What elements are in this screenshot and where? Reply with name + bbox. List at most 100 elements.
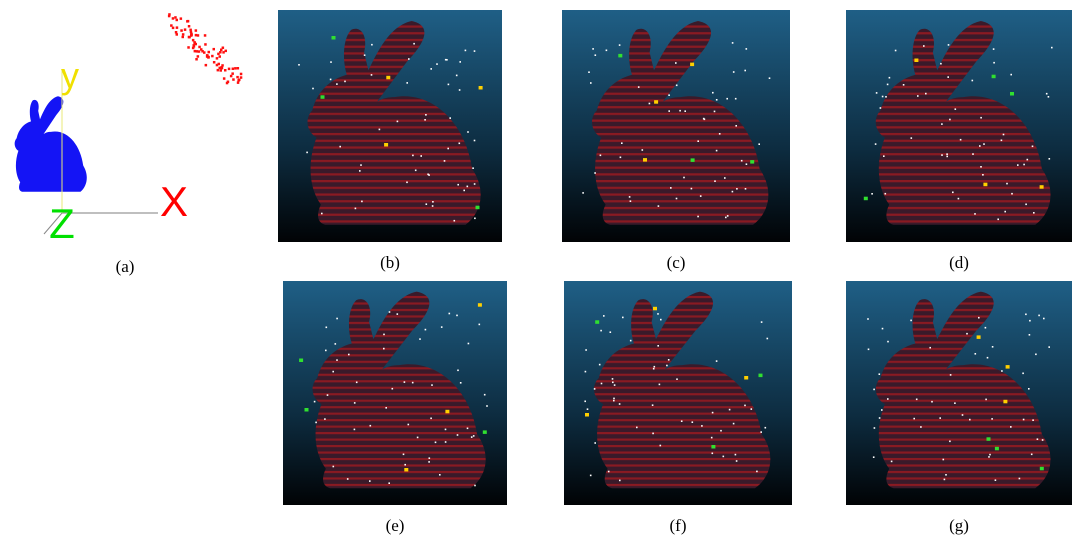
point xyxy=(729,409,731,411)
caption: (a) xyxy=(116,257,135,276)
point xyxy=(736,460,738,462)
keypoint xyxy=(478,303,482,307)
point xyxy=(652,404,654,406)
point xyxy=(584,401,586,403)
point xyxy=(1001,370,1003,372)
point xyxy=(486,405,488,407)
point xyxy=(449,117,451,119)
point xyxy=(654,366,656,368)
point xyxy=(735,454,737,456)
point xyxy=(439,474,441,476)
point xyxy=(871,193,873,195)
point xyxy=(622,317,624,319)
point xyxy=(430,418,432,420)
point xyxy=(726,98,728,100)
cloud-point xyxy=(182,33,185,36)
point xyxy=(993,48,995,50)
point xyxy=(603,315,605,317)
point xyxy=(960,139,962,141)
point xyxy=(1003,134,1005,136)
point xyxy=(874,427,876,429)
keypoint xyxy=(759,374,763,378)
point xyxy=(873,456,875,458)
point xyxy=(312,88,314,90)
point xyxy=(327,394,329,396)
point xyxy=(298,64,300,66)
point xyxy=(354,402,356,404)
panel-a: y X Z (a) xyxy=(15,13,243,276)
point xyxy=(336,359,338,361)
point xyxy=(590,475,592,477)
point xyxy=(948,44,950,46)
point xyxy=(910,320,912,322)
cloud-point xyxy=(204,34,207,37)
cloud-point xyxy=(240,76,243,79)
point xyxy=(315,422,317,424)
point xyxy=(330,61,332,63)
point xyxy=(1029,320,1031,322)
point xyxy=(991,418,993,420)
point xyxy=(389,311,391,313)
point xyxy=(735,98,737,100)
point xyxy=(425,114,427,116)
point xyxy=(630,200,632,202)
point xyxy=(966,333,968,335)
keypoint xyxy=(404,468,408,472)
point xyxy=(1010,426,1012,428)
point xyxy=(947,76,949,78)
point xyxy=(992,346,994,348)
cloud-point xyxy=(216,57,219,60)
point xyxy=(658,205,660,207)
point xyxy=(668,94,670,96)
point xyxy=(430,68,432,70)
point xyxy=(945,474,947,476)
point xyxy=(761,321,763,323)
point xyxy=(913,418,915,420)
cloud-point xyxy=(180,17,183,20)
point xyxy=(412,382,414,384)
cloud-point xyxy=(190,31,193,33)
point xyxy=(370,425,372,427)
point xyxy=(920,426,922,428)
point xyxy=(666,365,668,367)
point xyxy=(697,140,699,142)
point xyxy=(456,315,458,317)
cloud-point xyxy=(219,55,222,58)
point xyxy=(676,85,678,87)
point xyxy=(982,174,984,176)
axis-label-z: Z xyxy=(49,200,75,247)
point xyxy=(460,382,462,384)
axis-label-x: X xyxy=(160,178,188,225)
point xyxy=(1023,164,1025,166)
point xyxy=(463,190,465,192)
point xyxy=(657,345,659,347)
point xyxy=(613,398,615,400)
point xyxy=(364,54,366,56)
keypoint xyxy=(332,36,336,40)
keypoint xyxy=(1006,365,1010,369)
point xyxy=(406,82,408,84)
point xyxy=(1042,439,1044,441)
cloud-point xyxy=(198,50,201,53)
point xyxy=(885,96,887,98)
point xyxy=(744,405,746,407)
point xyxy=(383,334,385,336)
point xyxy=(419,338,421,340)
point xyxy=(587,408,589,410)
point xyxy=(692,421,694,423)
point xyxy=(468,343,470,345)
point xyxy=(980,117,982,119)
point xyxy=(585,349,587,351)
point xyxy=(733,423,735,425)
point xyxy=(719,133,721,135)
cloud-point xyxy=(224,69,227,72)
cloud-point xyxy=(222,51,225,54)
point xyxy=(943,459,945,461)
keypoint xyxy=(750,160,754,164)
panel: (b) xyxy=(278,10,502,272)
keypoint xyxy=(618,54,622,58)
point xyxy=(979,145,981,147)
cloud-point xyxy=(193,45,196,48)
bunny-silhouette xyxy=(15,96,87,192)
cloud-point xyxy=(223,77,226,80)
